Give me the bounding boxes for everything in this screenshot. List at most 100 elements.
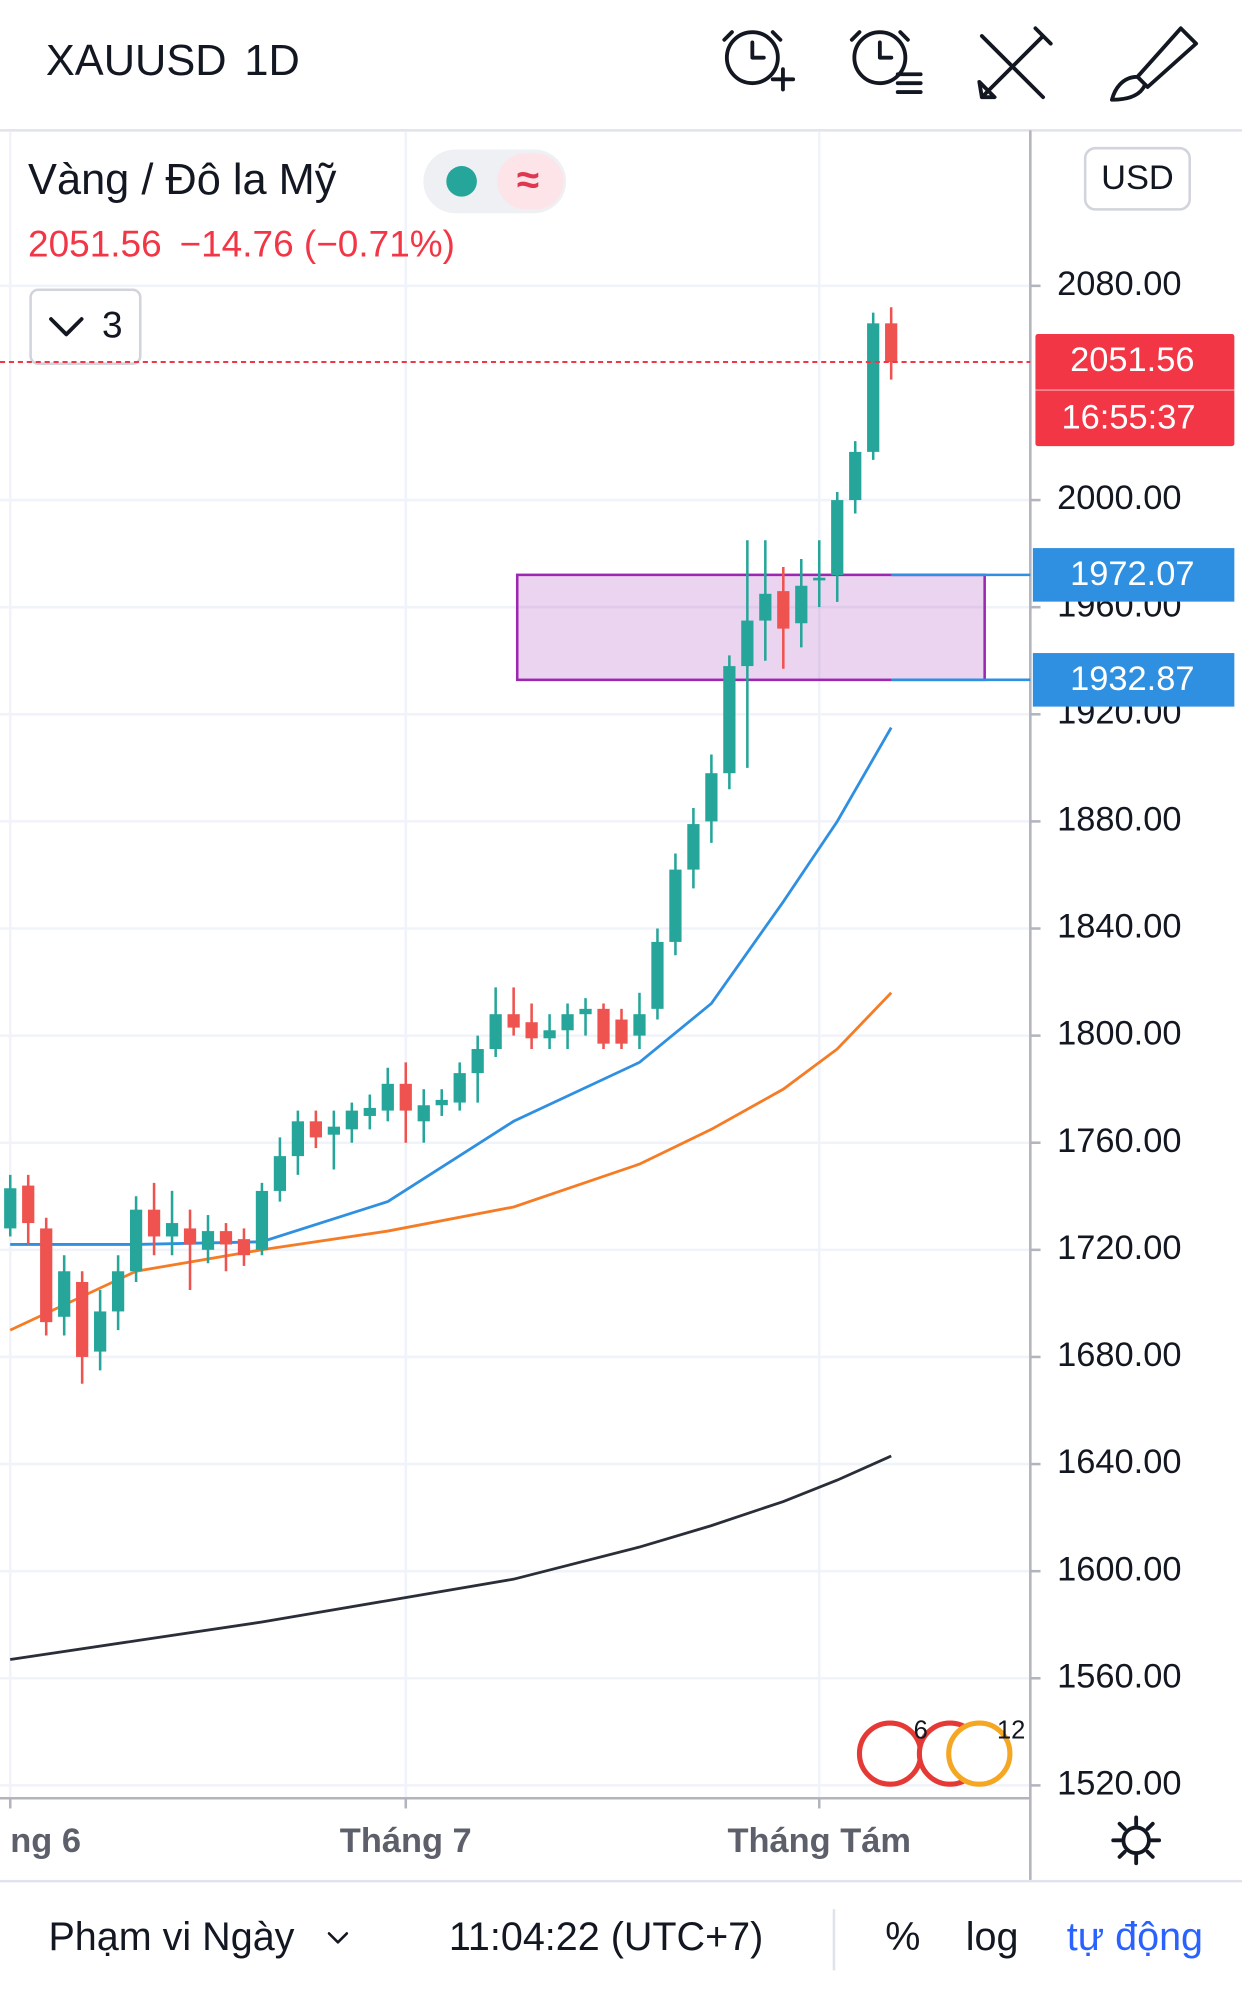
x-tick-label: Tháng 7 <box>340 1822 472 1860</box>
currency-badge[interactable] <box>1083 146 1191 211</box>
level-badge <box>1032 653 1235 707</box>
legend-price: 2051.56 −14.76 (−0.71%) <box>28 223 455 264</box>
candle-body <box>489 1014 502 1050</box>
market-open-dot <box>446 166 477 197</box>
candle-body <box>633 1014 646 1036</box>
interval: 1D <box>244 37 299 85</box>
price-badge-value: 2051.56 <box>1070 341 1194 379</box>
y-tick-label: 1760.00 <box>1057 1122 1181 1160</box>
candle-body <box>381 1083 394 1111</box>
candle-body <box>399 1083 412 1111</box>
ma-line <box>9 991 893 1332</box>
y-tick-label: 1680.00 <box>1057 1336 1181 1374</box>
candle-body <box>705 773 718 822</box>
symbol-name: XAUUSD <box>46 37 227 85</box>
candle-body <box>76 1281 89 1357</box>
candle-body <box>219 1231 233 1245</box>
candle-body <box>291 1121 305 1157</box>
candle-body <box>165 1223 179 1237</box>
candle-body <box>831 500 844 576</box>
y-tick-label: 2000.00 <box>1057 479 1181 517</box>
candle-body <box>363 1107 376 1116</box>
candle-body <box>453 1073 466 1103</box>
candle-body <box>651 941 664 1009</box>
y-tick-label: 1880.00 <box>1057 801 1181 839</box>
alert-list-icon[interactable] <box>849 30 923 95</box>
range-selector[interactable]: Phạm vi Ngày <box>48 1915 294 1959</box>
instrument-name: Vàng / Đô la Mỹ <box>28 156 337 204</box>
x-tick-label: ng 6 <box>10 1822 81 1860</box>
candle-body <box>795 585 808 624</box>
candle-body <box>94 1311 107 1352</box>
event-icon <box>946 1720 1013 1787</box>
y-tick-label: 1840.00 <box>1057 908 1181 946</box>
y-tick-label: 1800.00 <box>1057 1015 1181 1053</box>
symbol[interactable]: XAUUSD 1D <box>46 37 300 85</box>
y-tick-label: 1720.00 <box>1057 1229 1181 1267</box>
candle-body <box>615 1019 628 1044</box>
brush-icon[interactable] <box>1110 26 1199 102</box>
tools-icon[interactable] <box>977 26 1053 100</box>
indicators-toggle[interactable] <box>29 288 142 365</box>
event-count: 6 <box>914 1717 928 1745</box>
event-count: 12 <box>997 1717 1025 1745</box>
level-badge <box>1032 548 1235 602</box>
candle-body <box>327 1126 340 1135</box>
candle-body <box>597 1008 610 1044</box>
chevron-icon <box>49 317 84 337</box>
candle-body <box>309 1121 322 1138</box>
candle-body <box>273 1156 287 1191</box>
y-tick-label: 1600.00 <box>1057 1550 1181 1588</box>
y-tick-label: 1640.00 <box>1057 1443 1181 1481</box>
candle-body <box>885 323 898 363</box>
candle-body <box>147 1209 161 1237</box>
delay-icon: ≈ <box>517 156 539 202</box>
x-tick-label: Tháng Tám <box>728 1822 912 1860</box>
candle-body <box>201 1231 215 1250</box>
candle-body <box>759 593 772 621</box>
last-price: 2051.56 <box>28 223 162 264</box>
clock[interactable]: 11:04:22 (UTC+7) <box>449 1915 763 1959</box>
candle-body <box>471 1049 484 1074</box>
candle-body <box>417 1105 430 1122</box>
range-chevron <box>327 1932 349 1944</box>
percent-toggle[interactable]: % <box>885 1915 920 1959</box>
candle-body <box>345 1110 358 1130</box>
candle-body <box>525 1022 538 1039</box>
candle-body <box>741 620 754 667</box>
plot-area: 1520.00 1560.00 1600.00 1640.00 1680.00 1720.… <box>0 131 1181 1860</box>
auto-toggle[interactable]: tự động <box>1067 1915 1203 1959</box>
candle-body <box>255 1190 269 1250</box>
level-badge-value: 1972.07 <box>1070 555 1194 593</box>
candle-body <box>867 323 880 452</box>
indicator-count: 3 <box>102 305 123 346</box>
candle-body <box>813 577 826 581</box>
events: 6 12 <box>856 1717 1025 1787</box>
ma-line <box>9 1454 892 1661</box>
currency: USD <box>1101 159 1174 197</box>
price-change: −14.76 (−0.71%) <box>180 223 455 264</box>
candle-body <box>183 1228 197 1245</box>
candle-body <box>669 869 682 942</box>
log-toggle[interactable]: log <box>966 1915 1019 1959</box>
settings-icon[interactable] <box>1111 1815 1162 1866</box>
candle-body <box>111 1271 125 1312</box>
candle-body <box>687 824 700 870</box>
candle-body <box>237 1239 251 1256</box>
candle-body <box>129 1209 143 1272</box>
candle-body <box>435 1099 448 1106</box>
candle-body <box>22 1185 35 1224</box>
alert-add-icon[interactable] <box>722 30 796 92</box>
delay-pill <box>497 153 564 210</box>
y-tick-label: 1520.00 <box>1057 1764 1181 1802</box>
level-badge-value: 1932.87 <box>1070 660 1194 698</box>
countdown: 16:55:37 <box>1062 398 1196 436</box>
ma-line <box>10 726 893 1246</box>
y-tick-label: 1560.00 <box>1057 1657 1181 1695</box>
candle-body <box>579 1008 592 1015</box>
candle-body <box>723 666 736 774</box>
candle-body <box>4 1188 17 1229</box>
y-tick-label: 2080.00 <box>1057 265 1181 303</box>
